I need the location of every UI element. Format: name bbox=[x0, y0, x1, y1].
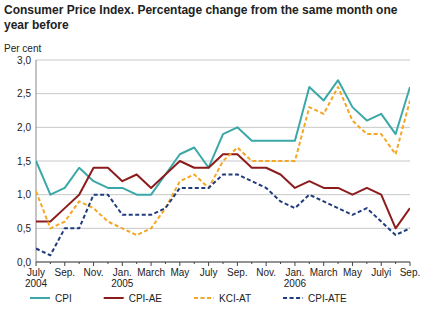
grid-line bbox=[36, 228, 410, 229]
grid-line bbox=[36, 93, 410, 94]
x-tick-label: Sep. bbox=[400, 267, 421, 278]
y-tick-label: 2,5 bbox=[17, 88, 31, 99]
grid-line bbox=[36, 60, 410, 61]
x-tick-label: March bbox=[137, 267, 165, 278]
x-tick bbox=[410, 262, 411, 266]
x-tick bbox=[237, 262, 238, 266]
x-tick-label: May bbox=[170, 267, 189, 278]
x-tick-label: Sep. bbox=[54, 267, 75, 278]
legend-swatch bbox=[283, 297, 303, 299]
series-line bbox=[36, 80, 410, 194]
x-tick-label: Nov. bbox=[84, 267, 104, 278]
x-tick bbox=[165, 262, 166, 264]
x-tick-label: July bbox=[200, 267, 218, 278]
x-tick bbox=[136, 262, 137, 264]
x-tick-label: July2004 bbox=[25, 267, 48, 289]
grid-line bbox=[36, 161, 410, 162]
x-tick bbox=[338, 262, 339, 264]
y-tick-label: 1,5 bbox=[17, 156, 31, 167]
series-line bbox=[36, 87, 410, 235]
x-tick bbox=[251, 262, 252, 264]
x-tick bbox=[323, 262, 324, 266]
legend-swatch bbox=[104, 297, 124, 299]
chart: Consumer Price Index. Percentage change … bbox=[0, 0, 429, 316]
x-tick bbox=[50, 262, 51, 264]
x-tick-label: Jan.2005 bbox=[111, 267, 134, 289]
x-tick bbox=[395, 262, 396, 264]
legend-label: CPI-ATE bbox=[308, 293, 347, 304]
y-tick-label: 3,0 bbox=[17, 55, 31, 66]
x-tick bbox=[79, 262, 80, 264]
x-tick bbox=[179, 262, 180, 266]
legend-swatch bbox=[194, 297, 214, 299]
x-tick bbox=[208, 262, 209, 266]
x-tick bbox=[294, 262, 295, 266]
legend-label: KCI-AT bbox=[219, 293, 251, 304]
x-tick-label: May bbox=[343, 267, 362, 278]
grid-line bbox=[36, 127, 410, 128]
x-tick bbox=[122, 262, 123, 266]
x-tick-label: March bbox=[310, 267, 338, 278]
x-tick-label: Nov. bbox=[256, 267, 276, 278]
plot-area bbox=[36, 80, 410, 255]
x-tick bbox=[194, 262, 195, 264]
x-tick-label: Julyi bbox=[371, 267, 391, 278]
x-tick bbox=[266, 262, 267, 266]
legend-label: CPI-AE bbox=[129, 293, 163, 304]
x-tick bbox=[64, 262, 65, 266]
x-tick bbox=[223, 262, 224, 264]
x-tick-label: Jan.2006 bbox=[284, 267, 307, 289]
x-tick bbox=[381, 262, 382, 266]
series-line bbox=[36, 154, 410, 228]
title: Consumer Price Index. Percentage change … bbox=[4, 3, 398, 32]
y-tick-label: 0,5 bbox=[17, 223, 31, 234]
x-tick bbox=[366, 262, 367, 264]
legend-label: CPI bbox=[55, 293, 72, 304]
x-tick bbox=[107, 262, 108, 264]
series-line bbox=[36, 174, 410, 255]
x-tick-label: Sep. bbox=[227, 267, 248, 278]
x-tick bbox=[93, 262, 94, 266]
y-label: Per cent bbox=[4, 43, 41, 54]
x-tick bbox=[352, 262, 353, 266]
legend-swatch bbox=[30, 297, 50, 299]
y-tick-label: 2,0 bbox=[17, 122, 31, 133]
x-tick bbox=[280, 262, 281, 264]
x-tick bbox=[309, 262, 310, 264]
y-tick-label: 0,0 bbox=[17, 257, 31, 268]
x-tick bbox=[36, 262, 37, 266]
x-tick bbox=[151, 262, 152, 266]
y-tick-label: 1,0 bbox=[17, 189, 31, 200]
